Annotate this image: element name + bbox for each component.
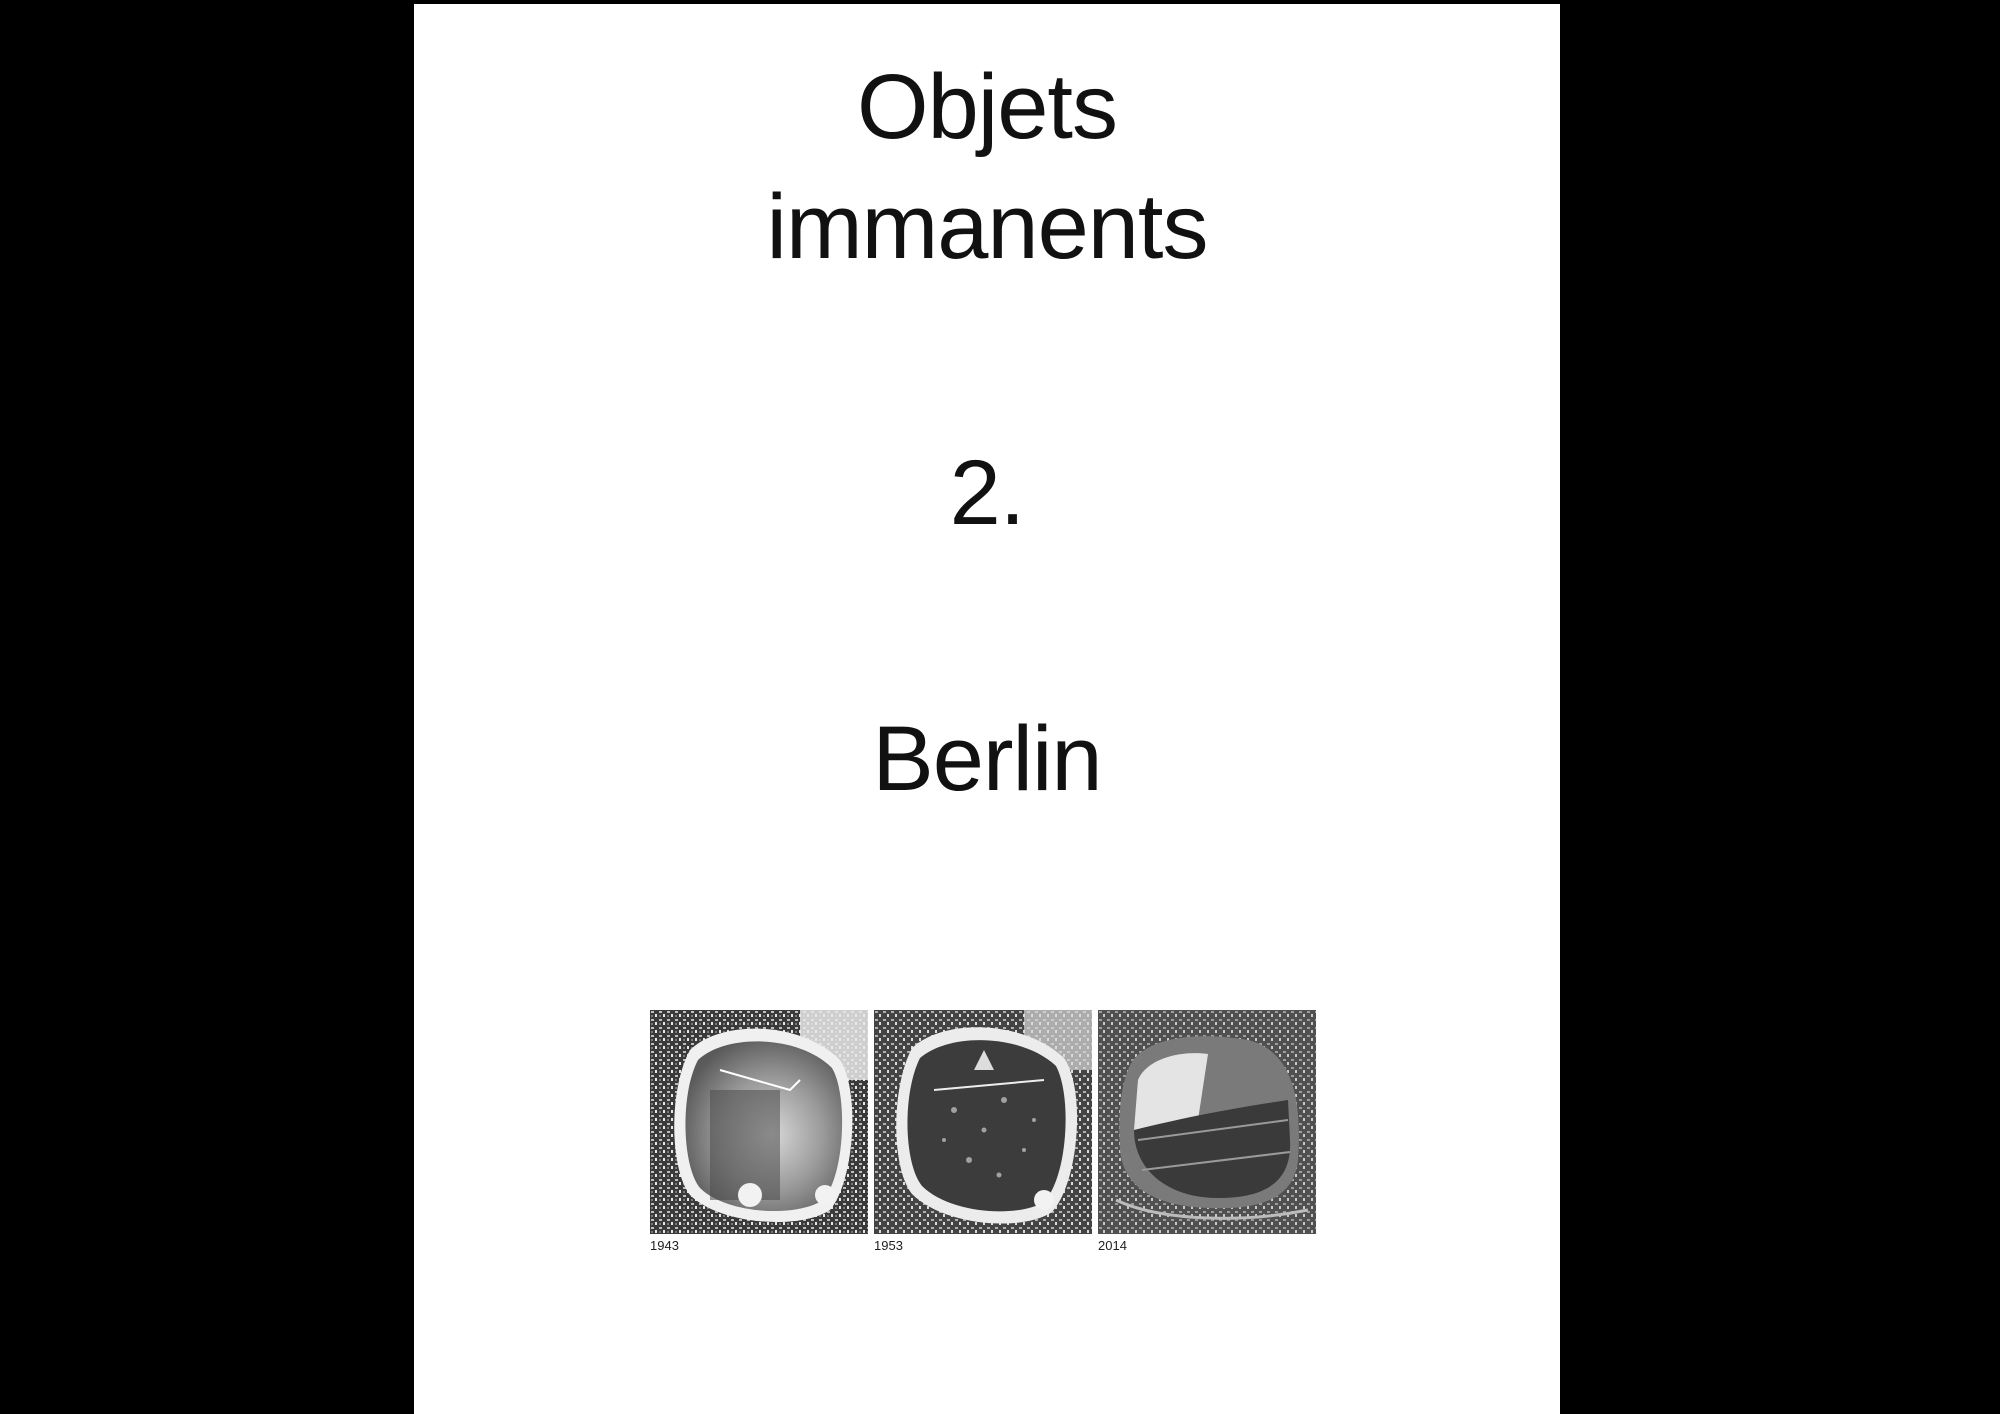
title-line-1: Objets [857, 56, 1118, 158]
photo-caption-2014: 2014 [1098, 1238, 1127, 1253]
photo-caption-1943: 1943 [650, 1238, 679, 1253]
aerial-photo-1953: 1953 [874, 1010, 1092, 1253]
aerial-photo-icon [650, 1010, 868, 1234]
aerial-photo-2014: 2014 [1098, 1010, 1316, 1253]
title-line-2: immanents [766, 176, 1209, 278]
aerial-photo-icon [1098, 1010, 1316, 1234]
aerial-photo-icon [874, 1010, 1092, 1234]
photo-caption-1953: 1953 [874, 1238, 903, 1253]
aerial-photo-1943: 1943 [650, 1010, 868, 1253]
city-title: Berlin [872, 708, 1102, 810]
cover-page: Objets immanents 2. Berlin [414, 4, 1560, 1414]
issue-number: 2. [949, 442, 1026, 544]
aerial-photo-strip: 1943 [650, 1010, 1318, 1260]
